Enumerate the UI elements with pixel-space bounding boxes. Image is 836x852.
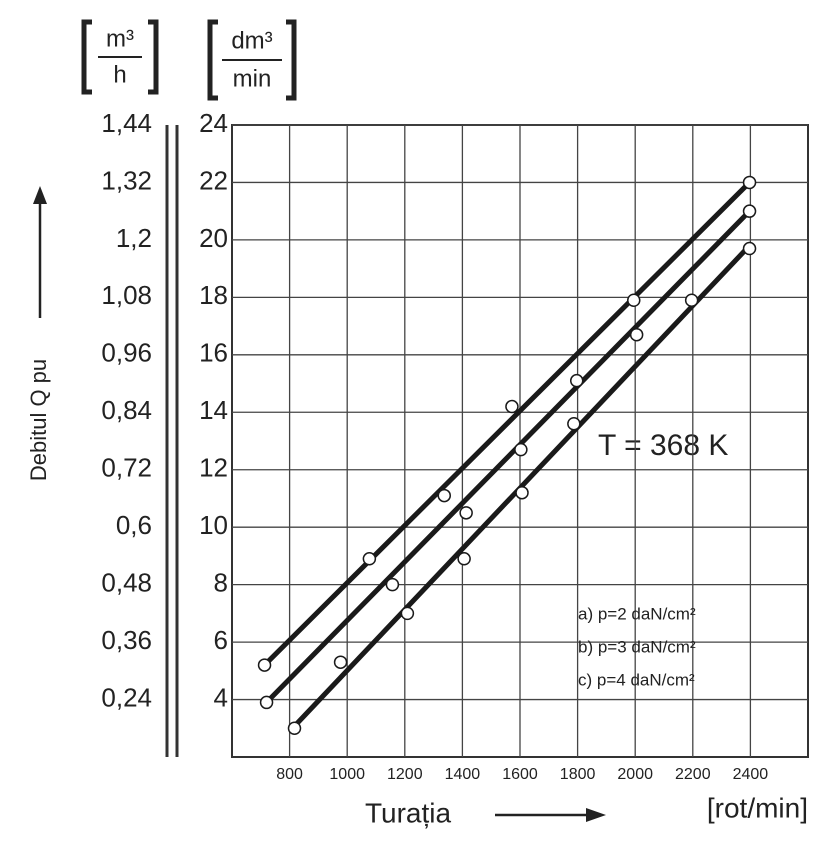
x-unit: [rot/min]	[707, 792, 808, 823]
data-point	[505, 399, 519, 414]
data-point	[362, 552, 377, 566]
y2-tick-label: 1,32	[101, 165, 152, 195]
legend-entry: a) p=2 daN/cm²	[578, 604, 696, 623]
data-point	[257, 658, 272, 672]
data-point	[287, 721, 302, 736]
data-point	[742, 241, 757, 256]
fit-line	[264, 208, 753, 705]
y2-tick-label: 0,72	[101, 453, 152, 483]
y-tick-label: 16	[199, 338, 228, 368]
data-point	[742, 175, 757, 190]
data-point	[400, 606, 415, 621]
x-tick-label: 1000	[329, 766, 365, 783]
data-point	[333, 655, 348, 669]
x-tick-label: 1800	[560, 766, 596, 783]
data-point	[629, 327, 644, 342]
y-tick-label: 20	[199, 223, 228, 253]
y-tick-label: 12	[199, 453, 228, 483]
data-point	[569, 373, 584, 388]
data-point	[385, 577, 400, 592]
y2-unit-den: h	[113, 61, 126, 88]
fit-line	[262, 179, 753, 668]
y2-tick-label: 0,36	[101, 625, 152, 655]
legend-entry: c) p=4 daN/cm²	[578, 670, 695, 689]
arrow-head	[33, 186, 47, 204]
y-tick-label: 8	[214, 568, 228, 598]
data-point	[514, 442, 528, 457]
annotation: T = 368 K	[598, 429, 728, 462]
data-point	[684, 293, 699, 307]
data-point	[437, 488, 452, 503]
data-point	[259, 695, 274, 710]
y-tick-label: 10	[199, 510, 228, 540]
data-point	[515, 485, 529, 500]
y2-tick-label: 1,2	[116, 223, 152, 253]
x-tick-label: 1600	[502, 766, 538, 783]
y2-tick-label: 0,24	[101, 682, 152, 712]
y2-tick-label: 0,6	[116, 510, 152, 540]
data-point	[742, 204, 757, 218]
y-unit-den: min	[233, 65, 272, 92]
x-tick-label: 800	[276, 766, 303, 783]
y-tick-label: 6	[214, 625, 228, 655]
y-unit-num: dm³	[231, 27, 272, 54]
y2-tick-label: 1,44	[101, 108, 152, 138]
bracket	[207, 19, 297, 101]
y2-tick-label: 0,48	[101, 568, 152, 598]
x-tick-label: 2000	[617, 766, 653, 783]
data-point	[627, 293, 641, 307]
y2-unit-num: m³	[106, 25, 134, 52]
y-tick-label: 4	[214, 682, 228, 712]
y2-tick-label: 0,96	[101, 338, 152, 368]
y-tick-label: 18	[199, 280, 228, 310]
data-point	[457, 552, 471, 566]
x-axis-label: Turația	[365, 797, 452, 828]
arrow-head	[586, 808, 606, 822]
y2-tick-label: 1,08	[101, 280, 152, 310]
x-tick-label: 2400	[733, 766, 769, 783]
x-tick-label: 1200	[387, 766, 423, 783]
y-axis-label: Debitul Q pu	[26, 359, 51, 481]
x-tick-label: 2200	[675, 766, 711, 783]
legend-entry: b) p=3 daN/cm²	[578, 637, 696, 656]
bracket	[81, 19, 159, 95]
y-tick-label: 24	[199, 108, 228, 138]
y-tick-label: 14	[199, 395, 228, 425]
data-point	[459, 506, 473, 520]
data-point	[567, 417, 581, 431]
y2-tick-label: 0,84	[101, 395, 152, 425]
y-tick-label: 22	[199, 165, 228, 195]
x-tick-label: 1400	[445, 766, 481, 783]
